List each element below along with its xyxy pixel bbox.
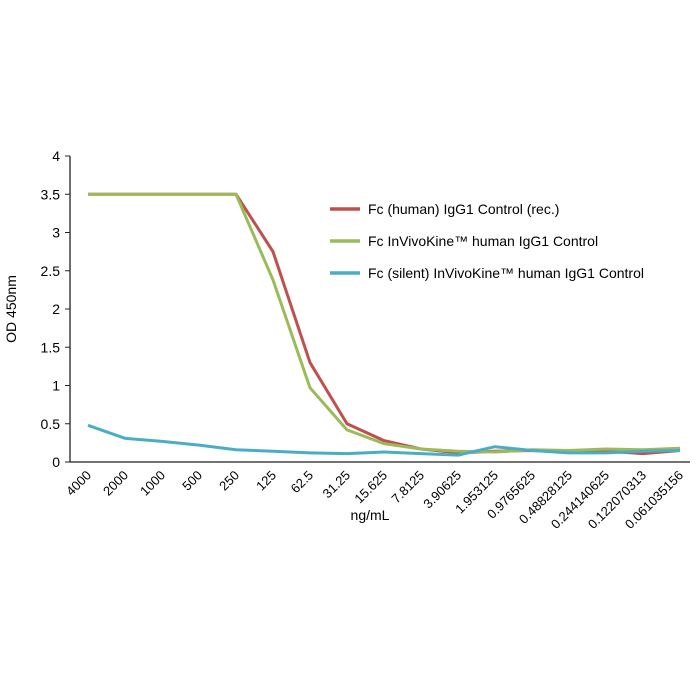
x-tick-label: 62.5	[288, 468, 317, 497]
y-tick-label: 2	[52, 301, 60, 317]
y-tick-label: 1	[52, 378, 60, 394]
x-tick-label: 1000	[137, 468, 168, 499]
x-tick-label: 125	[253, 468, 279, 494]
legend-label-2: Fc (silent) InVivoKine™ human IgG1 Contr…	[368, 265, 644, 281]
y-tick-label: 3.5	[41, 186, 61, 202]
legend-label-1: Fc InVivoKine™ human IgG1 Control	[368, 233, 598, 249]
y-tick-label: 0	[52, 454, 60, 470]
y-axis-label: OD 450nm	[3, 275, 19, 343]
x-tick-label: 2000	[100, 468, 131, 499]
y-tick-label: 2.5	[41, 263, 61, 279]
y-tick-label: 4	[52, 148, 60, 164]
legend-label-0: Fc (human) IgG1 Control (rec.)	[368, 201, 559, 217]
series-line-2	[87, 423, 681, 457]
x-tick-label: 15.625	[351, 468, 390, 507]
x-tick-label: 500	[179, 468, 205, 494]
y-tick-label: 1.5	[41, 339, 61, 355]
y-tick-label: 3	[52, 225, 60, 241]
y-tick-label: 0.5	[41, 416, 61, 432]
x-tick-label: 31.25	[320, 468, 354, 502]
x-tick-label: 250	[216, 468, 242, 494]
x-tick-label: 4000	[63, 468, 94, 499]
series-line-1	[88, 192, 681, 454]
x-axis-label: ng/mL	[351, 507, 390, 523]
